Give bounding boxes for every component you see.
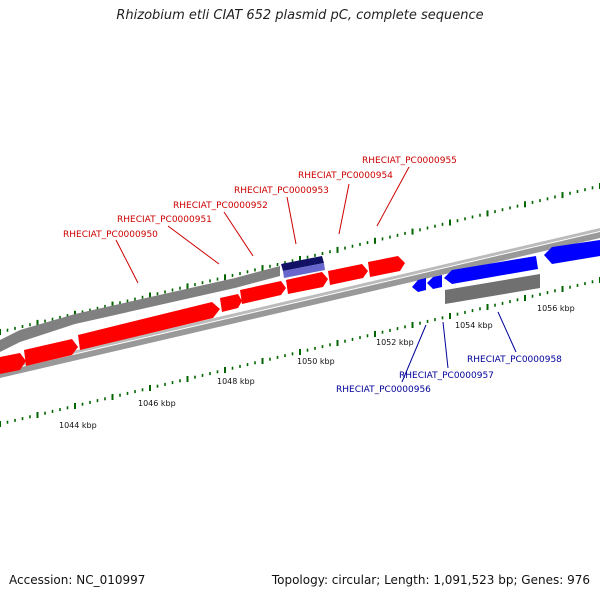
gene-label-forward: RHECIAT_PC0000952 <box>173 201 268 211</box>
scale-label: 1052 kbp <box>376 338 414 347</box>
leader-line <box>115 239 139 284</box>
gene-arrow <box>286 272 328 294</box>
gene-label-reverse: RHECIAT_PC0000958 <box>467 355 562 365</box>
scale-label: 1054 kbp <box>455 321 493 330</box>
feature-bar-outer-right <box>445 274 540 304</box>
gene-arrow <box>220 294 242 312</box>
leader-line <box>286 196 297 245</box>
scale-label: 1056 kbp <box>537 304 575 313</box>
gene-arrow <box>78 302 220 350</box>
forward-genes <box>0 256 405 374</box>
gene-label-forward: RHECIAT_PC0000953 <box>234 186 329 196</box>
gene-highlight-bottom <box>283 263 325 278</box>
scale-label: 1044 kbp <box>59 421 97 430</box>
leader-line <box>376 166 410 227</box>
gene-arrow <box>444 256 538 284</box>
reverse-genes <box>412 240 600 292</box>
gene-label-reverse: RHECIAT_PC0000957 <box>399 371 494 381</box>
gene-arrow <box>240 281 286 304</box>
gene-label-reverse: RHECIAT_PC0000956 <box>336 385 431 395</box>
gene-arrow <box>368 256 405 277</box>
sequence-backbone-2 <box>0 228 600 371</box>
gene-label-forward: RHECIAT_PC0000950 <box>63 230 158 240</box>
leader-line <box>223 211 254 257</box>
inner-tick-row <box>0 277 600 427</box>
scale-labels: 1044 kbp 1046 kbp 1048 kbp 1050 kbp 1052… <box>59 304 575 430</box>
leader-line <box>442 321 449 369</box>
gene-highlight-top <box>281 256 324 271</box>
forward-gene-labels <box>115 166 410 284</box>
gene-label-forward: RHECIAT_PC0000951 <box>117 215 212 225</box>
gene-arrow <box>412 278 426 292</box>
gene-label-forward: RHECIAT_PC0000955 <box>362 156 457 166</box>
scale-label: 1050 kbp <box>297 357 335 366</box>
gene-arrow <box>427 275 442 289</box>
gene-label-forward: RHECIAT_PC0000954 <box>298 171 393 181</box>
gene-arrow <box>328 264 368 285</box>
sequence-backbone <box>0 232 600 378</box>
page-title: Rhizobium etli CIAT 652 plasmid pC, comp… <box>116 8 484 23</box>
scale-label: 1048 kbp <box>217 377 255 386</box>
topology-summary: Topology: circular; Length: 1,091,523 bp… <box>271 573 590 587</box>
gene-arrow <box>0 353 26 374</box>
scale-label: 1046 kbp <box>138 399 176 408</box>
leader-line <box>338 183 350 235</box>
leader-line <box>497 311 517 353</box>
leader-line <box>167 225 220 265</box>
leader-line <box>401 324 427 383</box>
gene-arrow <box>544 240 600 264</box>
gene-arrow <box>24 339 78 366</box>
accession-label: Accession: NC_010997 <box>9 573 146 587</box>
reverse-gene-labels <box>401 311 517 383</box>
feature-bar-outer <box>0 266 280 352</box>
